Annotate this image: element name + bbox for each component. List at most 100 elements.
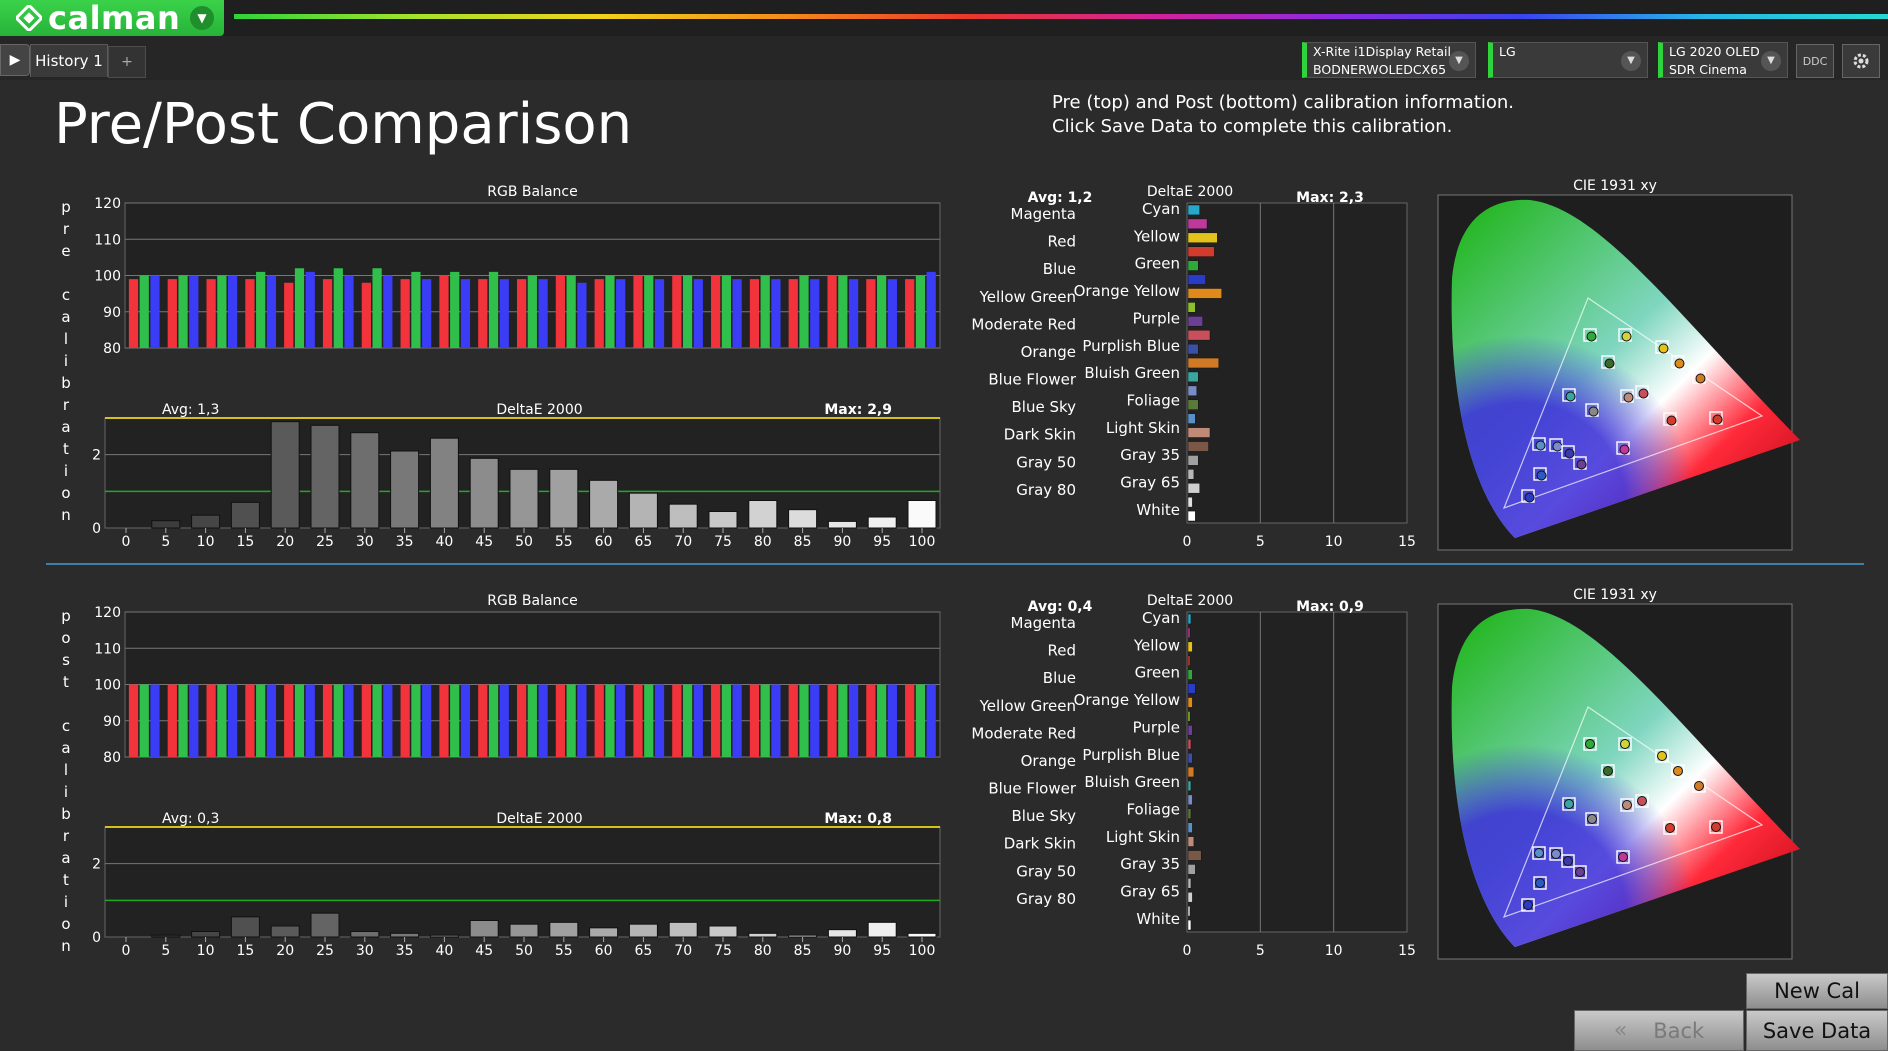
rgb-bar-green xyxy=(372,684,382,757)
rgb-bar-green xyxy=(760,684,770,757)
de-title: DeltaE 2000 xyxy=(496,402,582,418)
de-x-tick: 75 xyxy=(714,534,732,550)
cie-target-box xyxy=(1562,797,1576,811)
rgb-y-tick: 120 xyxy=(94,605,121,621)
de-bar xyxy=(788,509,818,529)
de-x-tick: 30 xyxy=(356,943,374,959)
chevron-down-icon[interactable]: ▼ xyxy=(190,6,214,30)
de-bar xyxy=(270,421,300,529)
rgb-bar-blue xyxy=(771,279,781,348)
rgb-bar-red xyxy=(322,684,333,757)
cie-measured-point xyxy=(1564,448,1575,459)
rgb-bar-blue xyxy=(577,282,587,348)
cc-bar xyxy=(1187,343,1199,355)
rgb-bar-blue xyxy=(422,684,432,757)
vertical-label-char xyxy=(58,693,74,715)
ddc-icon[interactable]: DDC xyxy=(1796,44,1834,78)
cc-bar xyxy=(1187,613,1192,625)
chevron-down-icon[interactable]: ▼ xyxy=(1761,51,1781,71)
cc-bar xyxy=(1187,371,1199,383)
cc-label: Foliage xyxy=(1126,391,1180,409)
vertical-label-char: i xyxy=(63,462,69,480)
section-divider xyxy=(46,563,1864,565)
rgb-bar-blue xyxy=(848,279,859,348)
play-icon[interactable]: ▶ xyxy=(0,44,30,76)
cc-bar xyxy=(1187,413,1196,424)
rgb-bar-red xyxy=(905,279,915,348)
pattern-source-mode: SDR Cinema xyxy=(1669,62,1747,77)
app-logo[interactable]: calman ▼ xyxy=(0,0,224,37)
cie-target-box xyxy=(1692,779,1706,793)
cc-bar xyxy=(1187,892,1193,903)
cc-label: Magenta xyxy=(1011,614,1076,632)
rgb-bar-blue xyxy=(383,275,393,348)
de-bar xyxy=(350,432,380,529)
rgb-bar-red xyxy=(284,282,294,348)
rgb-bar-blue xyxy=(887,279,897,348)
de-x-tick: 45 xyxy=(475,534,493,550)
rgb-bar-red xyxy=(167,279,177,348)
rgb-bar-blue xyxy=(189,684,199,757)
de-bar xyxy=(827,520,857,529)
rgb-bar-green xyxy=(605,275,615,348)
vertical-label-char: b xyxy=(61,805,71,823)
new-cal-button[interactable]: New Cal xyxy=(1746,973,1888,1009)
rgb-bar-red xyxy=(478,684,488,757)
cc-bar xyxy=(1187,766,1195,778)
chevron-down-icon[interactable]: ▼ xyxy=(1449,51,1469,71)
rgb-y-tick: 80 xyxy=(103,341,121,357)
rgb-bar-green xyxy=(838,684,848,757)
rgb-bar-blue xyxy=(460,279,471,348)
cc-bar xyxy=(1187,496,1193,508)
rgb-bar-green xyxy=(372,268,382,348)
rgb-bar-blue xyxy=(266,684,277,757)
cc-label: Yellow xyxy=(1133,227,1180,245)
de-bar xyxy=(509,468,539,529)
rgb-bar-red xyxy=(322,279,333,348)
de-bar xyxy=(230,916,260,938)
de-x-tick: 60 xyxy=(595,943,613,959)
gear-icon[interactable] xyxy=(1842,44,1880,78)
cc-label: Green xyxy=(1135,255,1180,273)
cc-bar xyxy=(1187,316,1203,327)
tab-history-1[interactable]: History 1 xyxy=(30,44,108,77)
de-x-tick: 95 xyxy=(873,534,891,550)
cie-target-box xyxy=(1655,749,1669,763)
rgb-bar-green xyxy=(294,684,305,757)
meter-selector[interactable]: X-Rite i1Display Retail BODNERWOLEDCX65 … xyxy=(1302,42,1476,78)
cc-bar xyxy=(1187,399,1199,410)
cie-gamut-triangle xyxy=(1502,706,1764,919)
rgb-bar-green xyxy=(139,684,149,757)
vertical-label-char: i xyxy=(63,893,69,911)
display-selector[interactable]: LG ▼ xyxy=(1488,42,1648,78)
pattern-source-selector[interactable]: LG 2020 OLED SDR Cinema ▼ xyxy=(1658,42,1788,78)
rgb-bar-red xyxy=(866,684,876,757)
rgb-y-tick: 110 xyxy=(94,232,121,248)
rgb-bar-green xyxy=(178,684,188,757)
vertical-label-char: l xyxy=(63,330,69,348)
rgb-bar-blue xyxy=(654,684,665,757)
cc-label: Gray 80 xyxy=(1016,890,1076,908)
rgb-bar-blue xyxy=(383,684,393,757)
add-tab-button[interactable]: + xyxy=(108,46,146,78)
rgb-bar-red xyxy=(672,275,682,348)
vertical-label-char: p xyxy=(61,607,71,625)
cie-measured-point xyxy=(1524,492,1535,503)
de-x-tick: 70 xyxy=(674,534,692,550)
cie-measured-point xyxy=(1623,392,1634,403)
chevron-down-icon[interactable]: ▼ xyxy=(1621,51,1641,71)
cc-x-tick: 15 xyxy=(1398,534,1416,550)
cc-bar xyxy=(1187,329,1211,341)
cc-bar xyxy=(1187,864,1196,875)
cc-bar xyxy=(1187,302,1196,313)
cc-label: Orange Yellow xyxy=(1074,691,1180,709)
calman-logo-icon xyxy=(16,5,42,31)
rgb-y-tick: 120 xyxy=(94,196,121,212)
rgb-bar-red xyxy=(439,275,449,348)
de-x-tick: 40 xyxy=(435,534,453,550)
de-bar xyxy=(708,511,738,529)
vertical-label-char: r xyxy=(62,220,70,238)
rgb-title: RGB Balance xyxy=(487,593,577,609)
save-data-button[interactable]: Save Data xyxy=(1746,1010,1888,1051)
back-button[interactable]: « Back xyxy=(1574,1010,1744,1051)
